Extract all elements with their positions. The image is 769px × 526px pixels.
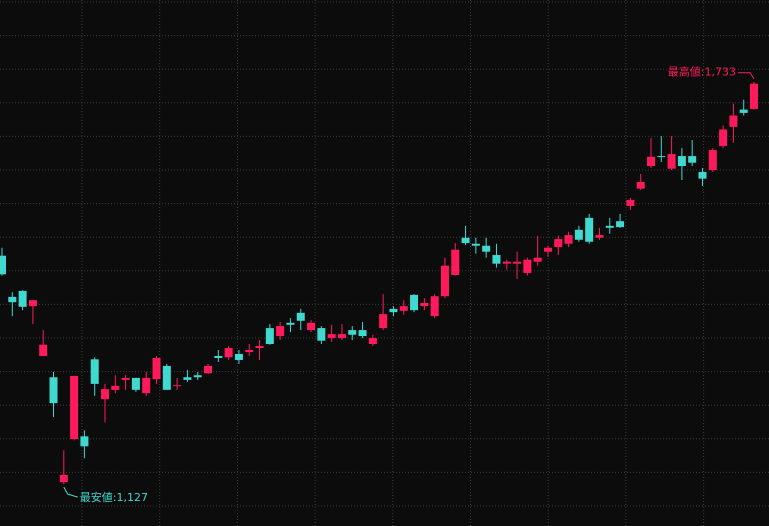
candle-body	[90, 359, 99, 384]
candle-body	[513, 261, 522, 264]
candle-body	[420, 302, 429, 307]
candle-body	[440, 265, 449, 297]
candle-body	[492, 255, 501, 264]
candle-body	[523, 259, 532, 273]
candle-body	[554, 239, 563, 248]
candle-body	[482, 245, 491, 252]
candle-body	[543, 247, 552, 252]
candle-body	[152, 357, 161, 380]
candle-body	[0, 255, 6, 275]
candle-body	[348, 330, 357, 335]
candle-body	[657, 156, 666, 158]
candle-body	[410, 294, 419, 311]
candle-body	[574, 229, 583, 240]
candle-body	[265, 328, 274, 345]
candle-body	[337, 334, 346, 339]
candle-body	[121, 377, 130, 380]
high-arrow	[738, 72, 755, 79]
candle-body	[255, 346, 264, 349]
candle-body	[389, 308, 398, 313]
candle-body	[111, 385, 120, 390]
candle-body	[451, 249, 460, 275]
candle-body	[131, 377, 140, 390]
candle-body	[564, 235, 573, 244]
candle-body	[502, 261, 511, 264]
candle-body	[379, 314, 388, 329]
candle-body	[245, 350, 254, 352]
candle-body	[49, 377, 58, 404]
candle-body	[162, 365, 171, 390]
candle-body	[276, 326, 285, 337]
candle-body	[296, 312, 305, 321]
candle-body	[204, 365, 213, 374]
candle-body	[70, 375, 79, 439]
candle-body	[101, 389, 110, 400]
candle-body	[317, 328, 326, 341]
candle-body	[688, 156, 697, 163]
candle-body	[708, 150, 717, 171]
candle-body	[193, 375, 202, 378]
candle-body	[729, 115, 738, 127]
candle-body	[183, 377, 192, 380]
candle-body	[533, 257, 542, 262]
low-label: 最安値:1,127	[80, 490, 148, 504]
candle-body	[739, 109, 748, 113]
low-arrow	[63, 486, 78, 498]
candle-body	[214, 355, 223, 358]
candle-body	[286, 322, 295, 325]
candle-body	[399, 306, 408, 311]
candle-body	[18, 290, 27, 307]
candle-body	[750, 83, 758, 109]
candle-body	[461, 237, 470, 244]
candle-body	[173, 385, 182, 387]
candle-body	[327, 334, 336, 339]
high-label: 最高値:1,733	[668, 65, 736, 79]
candle-body	[667, 154, 676, 169]
candle-body	[585, 217, 594, 242]
candle-body	[234, 353, 243, 360]
candle-body	[80, 436, 89, 447]
candle-body	[430, 296, 439, 317]
candle-body	[28, 300, 37, 307]
candle-body	[626, 199, 635, 206]
candle-body	[39, 344, 48, 356]
candle-body	[636, 181, 645, 189]
candle-body	[698, 172, 707, 179]
candle-body	[59, 474, 68, 483]
candle-body	[307, 322, 316, 331]
candle-body	[224, 348, 233, 358]
candle-body	[471, 243, 480, 246]
candle-body	[677, 156, 686, 167]
candle-body	[719, 129, 728, 147]
candle-body	[358, 330, 367, 337]
candle-body	[8, 296, 17, 303]
candle-body	[646, 156, 655, 167]
candle-body	[368, 338, 377, 345]
candle-body	[605, 225, 614, 228]
candle-body	[142, 377, 151, 394]
candle-body	[595, 235, 604, 238]
candle-body	[616, 221, 625, 228]
